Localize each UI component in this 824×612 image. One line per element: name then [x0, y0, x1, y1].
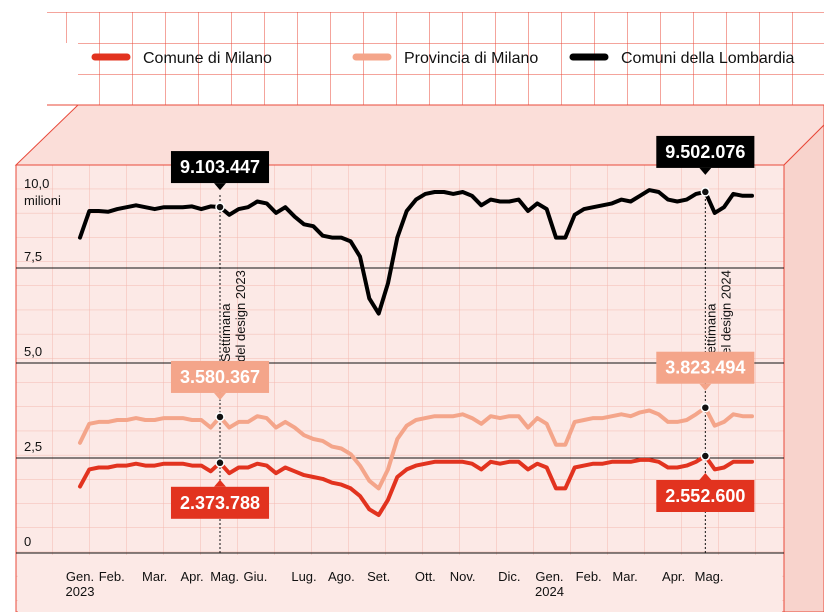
value-label: 3.823.494	[656, 351, 755, 391]
x-tick-label: Ago.	[328, 569, 355, 584]
x-tick-label: Set.	[367, 569, 390, 584]
y-tick-label: 10,0	[24, 176, 49, 191]
legend-label: Comuni della Lombardia	[621, 50, 795, 67]
x-tick-label: Gen. 2024	[535, 569, 564, 599]
y-tick-label: 7,5	[24, 249, 42, 264]
y-tick-label: 5,0	[24, 344, 42, 359]
x-tick-label: Dic.	[498, 569, 520, 584]
value-label: 9.502.076	[656, 135, 755, 175]
value-label-box	[170, 151, 270, 184]
x-tick-label: Nov.	[450, 569, 476, 584]
x-tick-label: Gen. 2023	[66, 569, 95, 599]
value-label: 9.103.447	[170, 151, 270, 191]
series-line	[78, 405, 754, 491]
value-label: 3.580.367	[170, 360, 270, 400]
value-label-box	[656, 480, 755, 513]
x-tick-label: Apr.	[180, 569, 203, 584]
value-label-box	[656, 135, 755, 168]
x-tick-label: Mar.	[612, 569, 637, 584]
value-label-text: 2.373.788	[180, 493, 260, 513]
value-label-pointer	[214, 392, 226, 400]
x-tick-label: Apr.	[662, 569, 685, 584]
x-tick-label: Lug.	[291, 569, 316, 584]
point-marker	[215, 412, 225, 422]
y-unit: milioni	[24, 193, 61, 208]
box-side	[783, 124, 824, 612]
plot: Comune di Milano Provincia di Milano Comun…	[16, 50, 795, 599]
value-label-text: 2.552.600	[665, 486, 745, 506]
legend-label: Comune di Milano	[143, 50, 272, 67]
header-gap	[47, 43, 78, 105]
annotation-label: Settimanadel design 2024	[703, 270, 733, 362]
header-grid	[47, 12, 824, 105]
box-front	[15, 164, 785, 612]
point-marker	[700, 187, 711, 197]
value-label-box	[170, 360, 270, 393]
point-marker	[215, 458, 225, 468]
value-label-box	[170, 486, 270, 519]
y-tick-label: 0	[24, 534, 31, 549]
value-label-pointer	[214, 479, 226, 487]
legend-label: Provincia di Milano	[404, 50, 538, 67]
value-label-pointer	[699, 383, 712, 391]
value-label-box	[656, 351, 755, 384]
point-marker	[700, 451, 711, 461]
point-marker	[700, 402, 711, 413]
x-tick-label: Mag.	[210, 569, 239, 584]
value-label-text: 9.502.076	[665, 142, 745, 162]
x-tick-label: Mag.	[695, 569, 724, 584]
annotation-label: Settimanadel design 2023	[218, 270, 248, 362]
x-tick-label: Giu.	[244, 569, 268, 584]
value-label-pointer	[699, 473, 712, 481]
x-tick-label: Mar.	[142, 569, 167, 584]
value-label: 2.373.788	[170, 479, 270, 519]
value-label: 2.552.600	[656, 473, 755, 513]
x-tick-label: Feb.	[576, 569, 602, 584]
value-label-pointer	[699, 167, 712, 175]
x-tick-label: Feb.	[99, 569, 125, 584]
point-marker	[215, 202, 225, 212]
value-label-pointer	[214, 183, 226, 191]
axis-band	[18, 555, 782, 612]
series-line	[78, 454, 754, 517]
value-label-text: 3.580.367	[180, 367, 260, 387]
series-line	[78, 188, 754, 316]
x-tick-label: Ott.	[415, 569, 436, 584]
value-label-text: 9.103.447	[180, 157, 260, 177]
y-tick-label: 2,5	[24, 439, 42, 454]
value-label-text: 3.823.494	[665, 358, 745, 378]
